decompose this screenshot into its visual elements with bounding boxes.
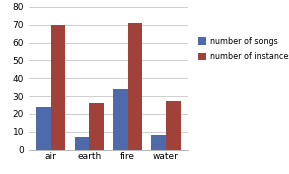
- Bar: [51, 25, 65, 150]
- Bar: [151, 135, 166, 150]
- Bar: [127, 23, 142, 150]
- Bar: [36, 107, 51, 150]
- Bar: [113, 89, 127, 150]
- Bar: [75, 137, 89, 150]
- Bar: [166, 101, 181, 150]
- Bar: [89, 103, 104, 150]
- Legend: number of songs, number of instances: number of songs, number of instances: [198, 37, 289, 61]
